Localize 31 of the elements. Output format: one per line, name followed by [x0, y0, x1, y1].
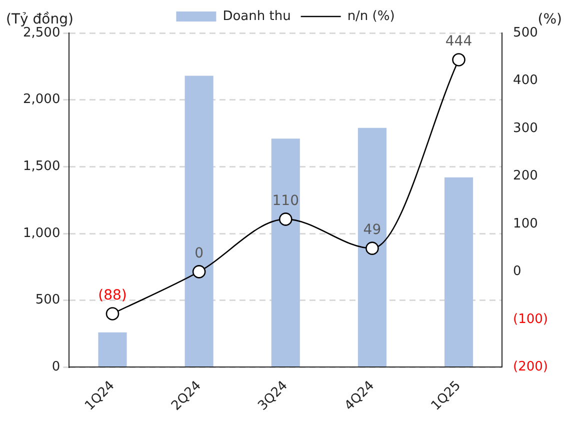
bar: [184, 76, 214, 366]
y2-axis-title: (%): [538, 12, 562, 28]
data-label: 49: [363, 222, 382, 238]
bar: [444, 177, 474, 366]
y2-tick-label: 0: [513, 264, 522, 280]
legend-label: Doanh thu: [222, 8, 291, 24]
y-tick-label: 1,500: [23, 159, 60, 174]
point: [366, 242, 379, 255]
bar: [271, 138, 300, 366]
y2-tick-label: 400: [513, 73, 538, 88]
y2-tick-label: 100: [513, 216, 538, 232]
y-tick-label: 2,000: [23, 92, 60, 108]
point: [278, 212, 292, 226]
y2-tick-label: (100): [513, 312, 548, 327]
bar: [98, 332, 127, 366]
y-tick-label: 2,500: [23, 25, 60, 40]
y-tick-label: 500: [35, 292, 60, 308]
point: [192, 265, 206, 278]
y2-tick-label: 300: [513, 120, 538, 136]
data-label: 110: [272, 192, 299, 209]
data-label: (88): [98, 287, 127, 304]
y-axis-title: (Tỷ đồng): [6, 12, 74, 28]
y-tick-label: 0: [52, 360, 60, 375]
y2-tick-label: (200): [513, 360, 548, 375]
y2-tick-label: 200: [513, 168, 538, 184]
data-label: 0: [194, 245, 204, 262]
y2-tick-label: 500: [513, 25, 538, 40]
y-tick-label: 1,000: [23, 226, 60, 241]
data-label: 444: [445, 33, 472, 50]
bar: [358, 128, 386, 366]
legend-label: n/n (%): [347, 8, 395, 24]
